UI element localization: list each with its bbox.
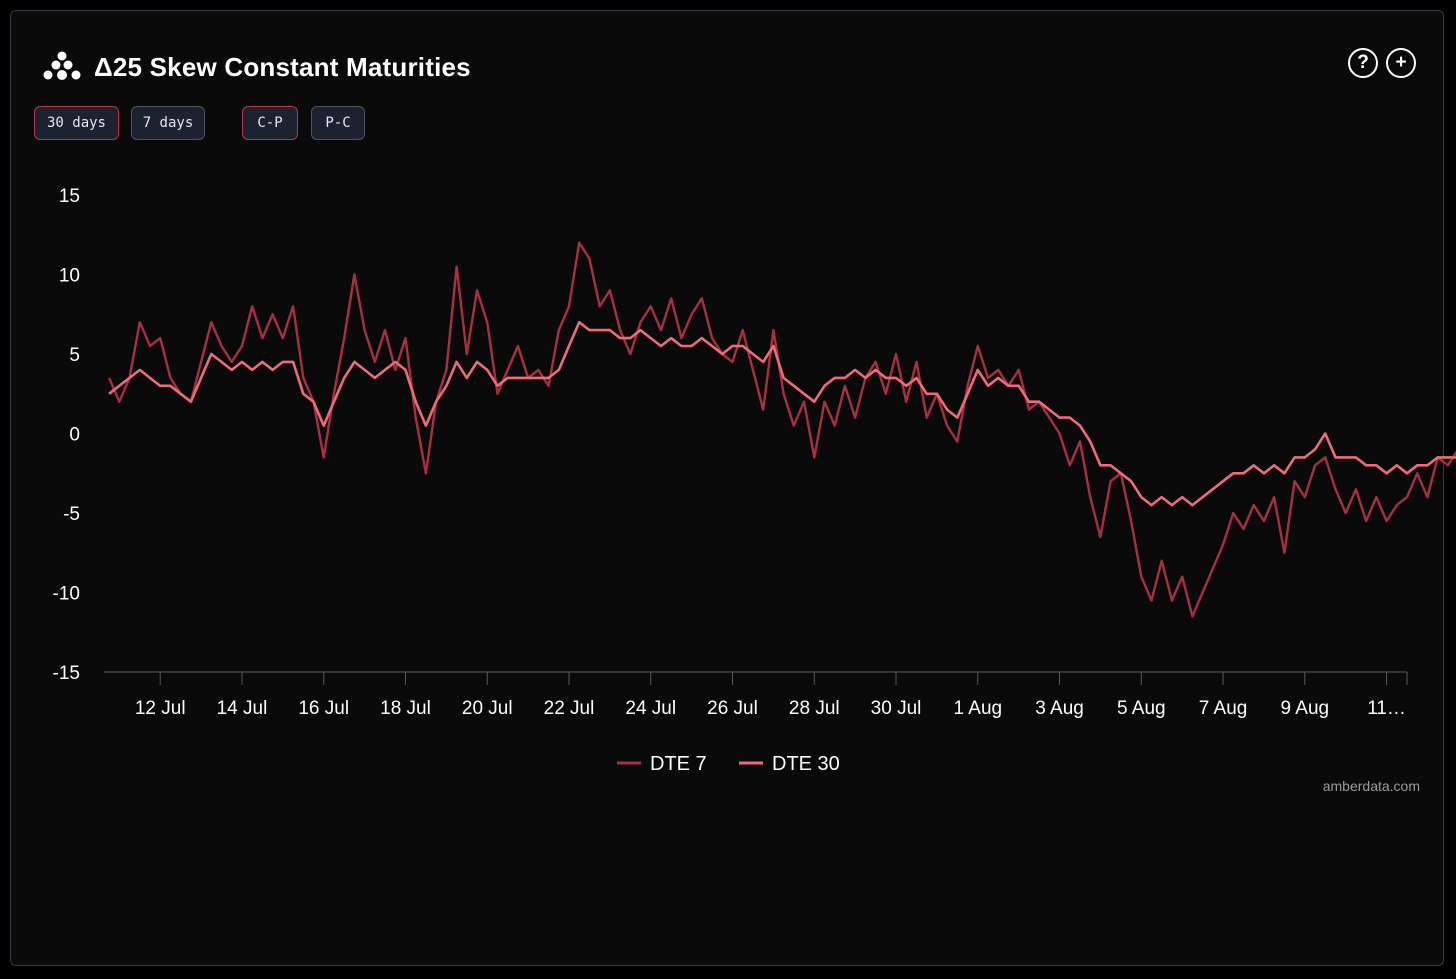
- x-tick-label: 22 Jul: [544, 698, 595, 719]
- series-lines: [107, 241, 1456, 618]
- x-tick-label: 9 Aug: [1280, 698, 1329, 719]
- x-tick-label: 26 Jul: [707, 698, 758, 719]
- x-tick-label: 12 Jul: [135, 698, 186, 719]
- y-axis: 15 10 5 0 -5 -10 -15: [53, 186, 80, 684]
- series-line-dte-7[interactable]: [107, 241, 1456, 618]
- y-tick-label: 15: [59, 186, 80, 207]
- x-tick-label: 3 Aug: [1035, 698, 1084, 719]
- mode-c-p-button[interactable]: C-P: [242, 106, 298, 140]
- amberdata-logo-icon: [43, 51, 81, 80]
- x-tick-label: 5 Aug: [1117, 698, 1166, 719]
- plus-circle-icon[interactable]: +: [1386, 48, 1416, 78]
- mode-p-c-button[interactable]: P-C: [311, 106, 365, 140]
- y-tick-label: -15: [53, 663, 80, 684]
- y-tick-label: 10: [59, 266, 80, 287]
- y-tick-label: -10: [53, 584, 80, 605]
- legend-label[interactable]: DTE 7: [650, 753, 707, 775]
- x-tick-label: 11…: [1367, 698, 1406, 719]
- x-tick-label: 7 Aug: [1199, 698, 1248, 719]
- x-axis: 12 Jul 14 Jul 16 Jul 18 Jul 20 Jul 22 Jul 24 J…: [104, 671, 1408, 719]
- series-line-dte-30[interactable]: [108, 320, 1456, 507]
- source-credit: amberdata.com: [1322, 778, 1420, 794]
- x-tick-label: 18 Jul: [380, 698, 431, 719]
- y-tick-label: 5: [69, 345, 80, 366]
- legend: DTE 7 DTE 30: [617, 753, 840, 775]
- range-7-days-button[interactable]: 7 days: [131, 106, 205, 140]
- legend-label[interactable]: DTE 30: [772, 753, 840, 775]
- x-tick-label: 30 Jul: [871, 698, 922, 719]
- chart-tools: ? +: [1348, 48, 1416, 78]
- x-tick-label: 24 Jul: [625, 698, 676, 719]
- range-30-days-button[interactable]: 30 days: [34, 106, 119, 140]
- chart-header: Δ25 Skew Constant Maturities: [42, 50, 471, 84]
- y-tick-label: -5: [63, 504, 80, 525]
- chart-title: Δ25 Skew Constant Maturities: [94, 51, 471, 82]
- x-tick-label: 1 Aug: [953, 698, 1002, 719]
- x-tick-label: 16 Jul: [298, 698, 349, 719]
- chart-panel: [10, 10, 1444, 966]
- y-tick-label: 0: [69, 425, 80, 446]
- x-tick-label: 14 Jul: [217, 698, 268, 719]
- x-tick-label: 28 Jul: [789, 698, 840, 719]
- x-tick-label: 20 Jul: [462, 698, 513, 719]
- question-circle-icon[interactable]: ?: [1348, 48, 1378, 78]
